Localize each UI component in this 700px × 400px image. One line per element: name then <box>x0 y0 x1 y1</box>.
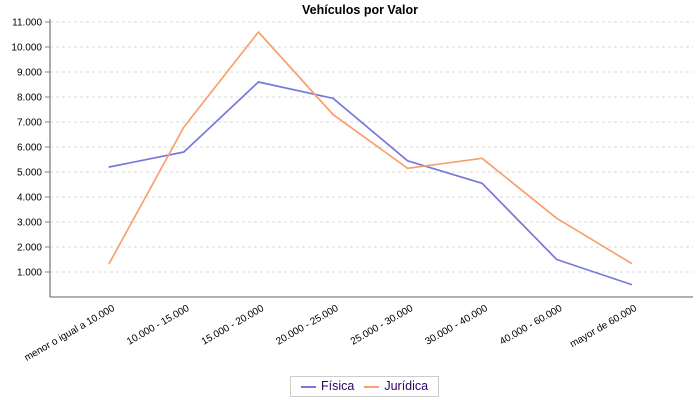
y-tick-label: 1.000 <box>17 268 42 279</box>
y-tick-label: 8.000 <box>17 93 42 104</box>
y-tick-label: 6.000 <box>17 143 42 154</box>
x-category-label: menor o igual a 10.000 <box>23 303 117 364</box>
y-tick-label: 11.000 <box>12 18 42 29</box>
x-category-label: mayor de 60.000 <box>568 303 639 350</box>
legend-item-fisica: Física <box>301 380 354 393</box>
y-tick-label: 5.000 <box>17 168 42 179</box>
chart-title: Vehículos por Valor <box>301 3 418 17</box>
x-category-label: 25.000 - 30.000 <box>349 303 416 348</box>
legend-item-juridica: Jurídica <box>364 380 428 393</box>
x-category-label: 30.000 - 40.000 <box>423 303 490 348</box>
y-tick-label: 7.000 <box>17 118 42 129</box>
x-category-label: 20.000 - 25.000 <box>274 303 341 348</box>
legend-label: Física <box>321 379 355 394</box>
x-category-label: 10.000 - 15.000 <box>125 303 192 348</box>
x-category-label: 15.000 - 20.000 <box>200 303 267 348</box>
y-tick-label: 3.000 <box>17 218 42 229</box>
series-line-fisica <box>108 81 633 286</box>
series-line-juridica <box>108 31 633 265</box>
y-tick-label: 2.000 <box>17 243 42 254</box>
legend-swatch-fisica <box>301 385 316 388</box>
y-tick-label: 4.000 <box>17 193 42 204</box>
y-tick-label: 9.000 <box>17 68 42 79</box>
x-category-label: 40.000 - 60.000 <box>498 303 565 348</box>
y-tick-label: 10.000 <box>11 43 42 54</box>
legend-label: Jurídica <box>384 379 429 394</box>
legend: Física Jurídica <box>290 376 440 397</box>
legend-swatch-juridica <box>364 385 380 388</box>
